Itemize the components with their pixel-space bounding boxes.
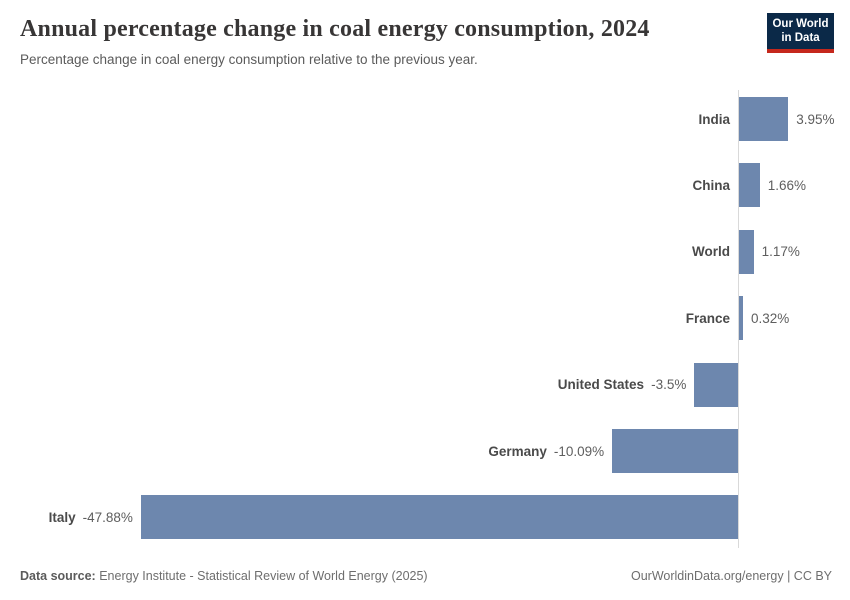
chart-row-united-states: United States -3.5% [0,362,850,407]
bar-india [739,97,789,141]
bar-world [739,229,754,274]
category-name: World [692,244,730,260]
owid-logo: Our World in Data [767,13,834,53]
category-label: United States -3.5% [0,363,687,407]
chart-row-world: World 1.17% [0,229,850,274]
value-label: 1.17% [761,244,800,260]
bar-germany [612,429,738,473]
chart-row-italy: Italy -47.88% [0,495,850,540]
category-name: United States [557,377,645,393]
value-label: -10.09% [553,443,605,459]
data-source: Data source: Energy Institute - Statisti… [20,569,428,583]
zero-axis-line [738,90,739,548]
credit-line: OurWorldinData.org/energy | CC BY [630,569,832,583]
bar-united-states [694,362,738,407]
value-label: -47.88% [82,509,133,525]
value-label: 0.32% [750,310,790,326]
chart-row-france: France 0.32% [0,296,850,341]
chart-row-germany: Germany -10.09% [0,429,850,473]
chart-row-china: China 1.66% [0,163,850,208]
owid-logo-line1: Our World [772,17,829,30]
category-label: France [0,296,730,340]
category-label: India [0,97,730,141]
chart-row-india: India 3.95% [0,97,850,141]
category-name: China [692,177,730,193]
owid-logo-line2: in Data [781,32,820,44]
category-name: Italy [48,509,76,525]
value-label: 1.66% [767,177,806,193]
chart-footer: Data source: Energy Institute - Statisti… [20,569,832,583]
bar-italy [140,495,738,540]
bar-france [739,296,743,341]
data-source-label: Data source: [20,569,96,583]
category-name: India [698,111,730,127]
category-name: France [685,310,730,326]
category-label: World [0,230,730,274]
bar-china [739,163,760,208]
chart-title: Annual percentage change in coal energy … [20,16,650,42]
value-label: -3.5% [651,377,687,393]
category-name: Germany [488,443,547,459]
category-label: China [0,163,730,207]
data-source-text: Energy Institute - Statistical Review of… [95,569,428,583]
chart-subtitle: Percentage change in coal energy consump… [20,52,478,67]
value-label: 3.95% [796,111,835,127]
category-label: Italy -47.88% [0,495,133,539]
category-label: Germany -10.09% [0,429,604,473]
